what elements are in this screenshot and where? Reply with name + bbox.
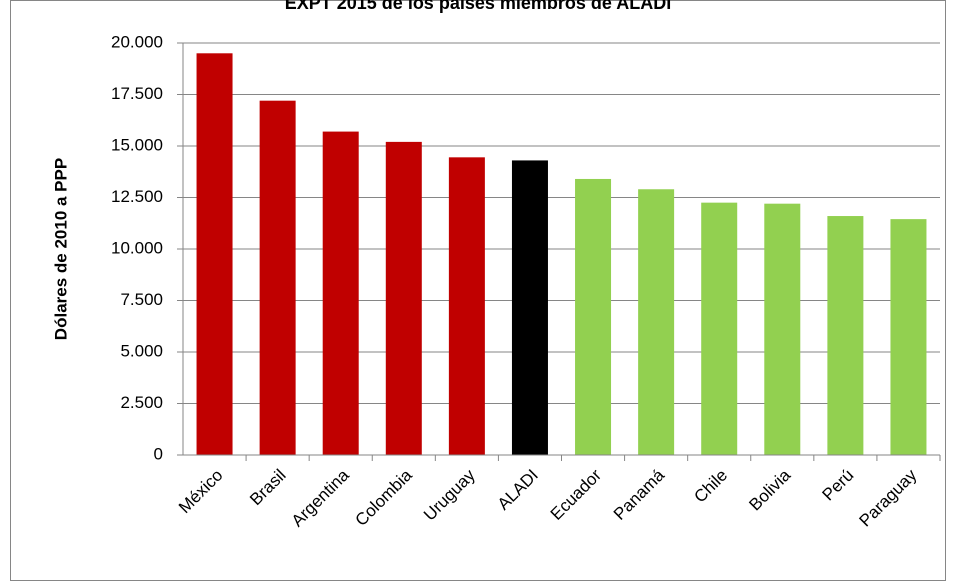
bar xyxy=(638,189,675,455)
y-axis-label: Dólares de 2010 a PPP xyxy=(51,158,70,340)
y-tick-label: 0 xyxy=(154,444,163,463)
bar xyxy=(511,160,548,456)
y-tick-label: 17.500 xyxy=(111,84,163,103)
y-tick-label: 2.500 xyxy=(120,393,163,412)
bar xyxy=(196,53,233,456)
y-tick-label: 7.500 xyxy=(120,290,163,309)
bar xyxy=(764,203,801,455)
bar xyxy=(890,219,927,455)
y-tick-label: 20.000 xyxy=(111,32,163,51)
y-tick-label: 15.000 xyxy=(111,135,163,154)
y-tick-label: 12.500 xyxy=(111,187,163,206)
bar xyxy=(259,100,296,456)
bar xyxy=(385,141,422,455)
y-tick-label: 5.000 xyxy=(120,341,163,360)
bar xyxy=(448,157,485,455)
bar xyxy=(322,131,359,455)
bar xyxy=(827,216,864,455)
bar xyxy=(575,178,612,455)
y-tick-label: 10.000 xyxy=(111,238,163,257)
chart-title: EXPT 2015 de los países miembros de ALAD… xyxy=(285,0,671,13)
bar xyxy=(701,202,738,455)
